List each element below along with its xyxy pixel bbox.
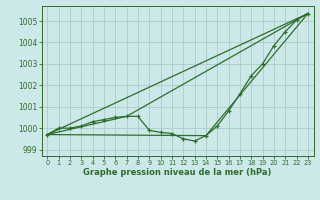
X-axis label: Graphe pression niveau de la mer (hPa): Graphe pression niveau de la mer (hPa) <box>84 168 272 177</box>
